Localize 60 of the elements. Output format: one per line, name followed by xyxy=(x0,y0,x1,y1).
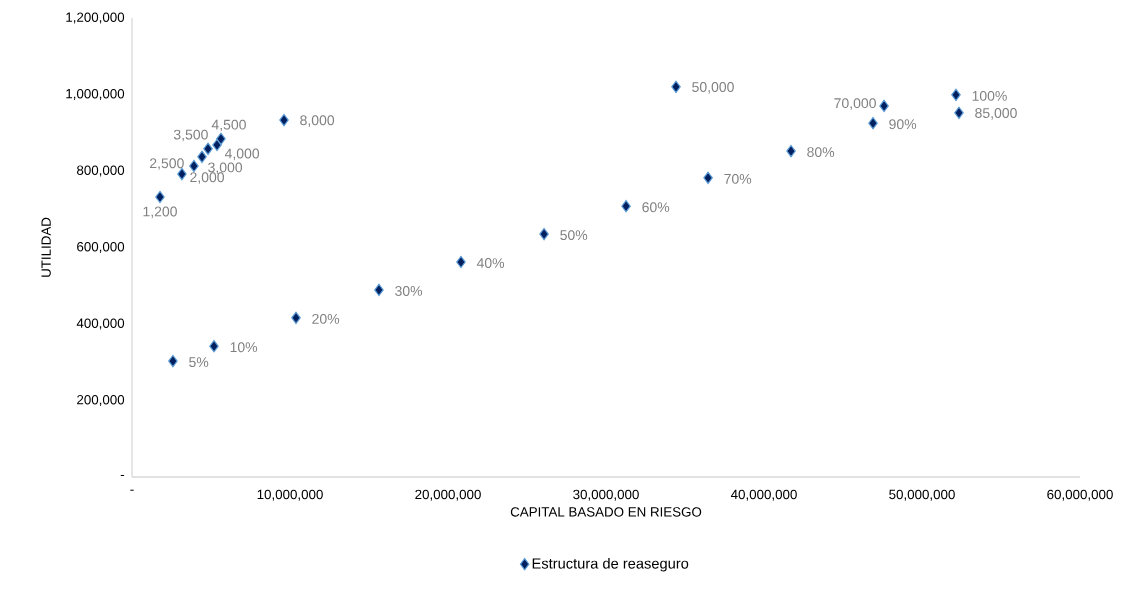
point xyxy=(539,227,549,241)
point xyxy=(374,283,384,297)
point xyxy=(786,144,796,158)
annotation: 2,000 xyxy=(190,172,225,184)
point xyxy=(197,150,207,164)
point xyxy=(209,339,219,353)
y-tick-label: 600,000 xyxy=(77,241,125,253)
y-tick-label: 1,000,000 xyxy=(66,88,125,100)
x-tick-label: 20,000,000 xyxy=(415,489,481,501)
annotation: 5% xyxy=(189,357,209,368)
point xyxy=(951,88,961,102)
annotation: 50,000 xyxy=(692,82,734,94)
point xyxy=(189,159,199,173)
annotation: 60% xyxy=(642,202,670,213)
point xyxy=(456,255,466,269)
annotation: 70% xyxy=(724,173,752,184)
x-tick-label: 60,000,000 xyxy=(1047,489,1113,501)
point xyxy=(954,106,964,120)
y-tick-label: - xyxy=(120,474,125,476)
point xyxy=(879,99,889,113)
y-axis-title: UTILIDAD xyxy=(41,217,51,277)
annotation: 85,000 xyxy=(975,108,1017,120)
annotation: 1,200 xyxy=(143,206,177,219)
annotation: 20% xyxy=(312,313,340,324)
y-tick-label: 1,200,000 xyxy=(66,12,125,24)
annotation: 8,000 xyxy=(300,115,335,127)
y-tick-label: 200,000 xyxy=(77,394,125,406)
x-tick-label: 30,000,000 xyxy=(573,489,639,501)
point xyxy=(155,190,165,204)
point xyxy=(703,171,713,185)
annotation: 90% xyxy=(889,119,917,130)
annotation: 3,500 xyxy=(173,129,208,142)
x-tick-label: 40,000,000 xyxy=(730,489,797,501)
x-axis-title: CAPITAL BASADO EN RIESGO xyxy=(510,507,702,517)
point xyxy=(212,138,222,152)
annotation: 100% xyxy=(972,90,1007,101)
point xyxy=(168,354,178,368)
point xyxy=(216,132,226,146)
annotation: 4,500 xyxy=(211,119,246,132)
x-tick-label: 50,000,000 xyxy=(889,489,955,501)
point xyxy=(291,311,301,325)
point xyxy=(671,80,681,94)
point xyxy=(868,116,878,130)
annotation: 10% xyxy=(230,342,258,353)
annotation: 50% xyxy=(560,230,588,241)
annotation: 4,000 xyxy=(224,148,260,161)
annotation: 30% xyxy=(395,286,423,296)
annotation: 70,000 xyxy=(834,98,876,110)
x-tick-label: 10,000,000 xyxy=(257,489,323,501)
point xyxy=(621,199,631,213)
point xyxy=(203,142,213,155)
y-tick-label: 800,000 xyxy=(77,165,125,177)
y-tick-label: 400,000 xyxy=(76,318,125,330)
point xyxy=(279,113,289,127)
legend-label: Estructura de reaseguro xyxy=(532,557,689,572)
annotation: 80% xyxy=(807,147,835,158)
x-tick-label: - xyxy=(130,489,134,491)
annotation: 40% xyxy=(476,258,505,268)
annotation: 3,000 xyxy=(208,162,243,175)
annotation: 2,500 xyxy=(150,158,184,170)
